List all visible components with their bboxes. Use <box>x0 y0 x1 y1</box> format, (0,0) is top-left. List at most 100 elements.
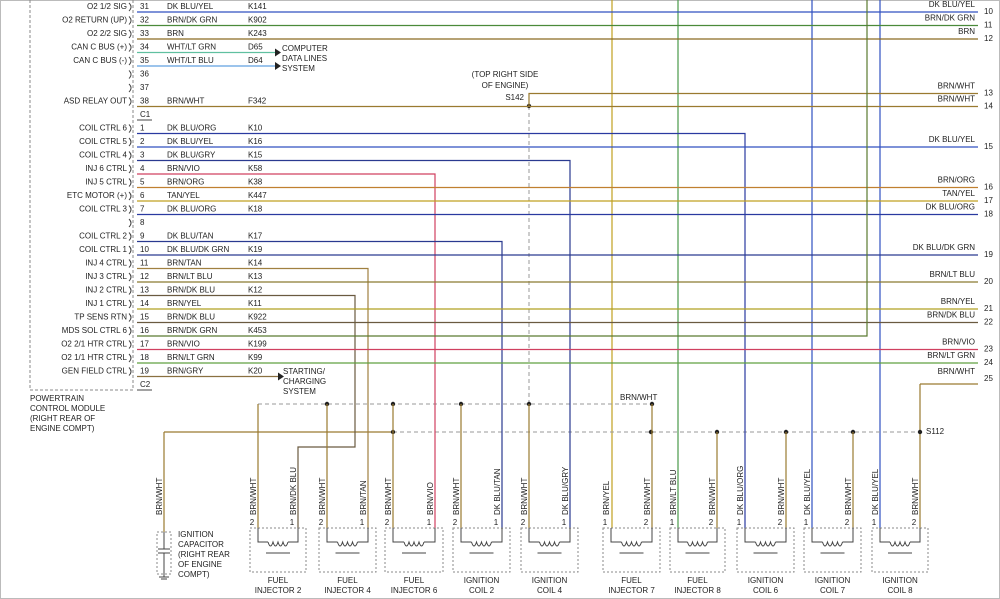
pin-bracket <box>128 245 132 255</box>
wire-color: BRN/YEL <box>167 299 202 308</box>
wire <box>137 173 436 528</box>
connector-ref: 15 <box>984 142 993 151</box>
wire-label: BRN/WHT <box>777 478 786 515</box>
pin-number: 8 <box>140 218 145 227</box>
pin-bracket <box>128 137 132 147</box>
pin-number: 19 <box>140 367 149 376</box>
pin-number: 1 <box>427 518 432 527</box>
pin-function: MDS SOL CTRL 6 <box>62 326 128 335</box>
pin-number: 4 <box>140 164 145 173</box>
wire-label: DK BLU/YEL <box>803 468 812 515</box>
pin-function: COIL CTRL 1 <box>79 245 127 254</box>
connector-label: C1 <box>140 110 151 119</box>
wire-label: DK BLU/YEL <box>929 0 976 9</box>
pin-function: ETC MOTOR (+) <box>67 191 127 200</box>
coil-symbol <box>392 528 436 554</box>
wire-label: BRN/WHT <box>318 478 327 515</box>
circuit-id: K922 <box>248 313 267 322</box>
wire-label: DK BLU/GRY <box>561 466 570 515</box>
connector-ref: 25 <box>984 374 993 383</box>
coil-symbol <box>257 528 299 554</box>
wire-label: BRN/WHT <box>384 478 393 515</box>
wire-label: TAN/YEL <box>942 189 975 198</box>
wire-label: DK BLU/YEL <box>929 135 976 144</box>
wire <box>528 92 978 107</box>
pin-number: 14 <box>140 299 149 308</box>
pin-function: O2 RETURN (UP) <box>62 16 127 25</box>
pin-number: 34 <box>140 43 149 52</box>
component-label: IGNITION <box>532 576 568 585</box>
wire-label: BRN/WHT <box>249 478 258 515</box>
wire-color: BRN/DK GRN <box>167 16 217 25</box>
wire <box>137 294 356 528</box>
pin-number: 1 <box>872 518 877 527</box>
pin-number: 2 <box>644 518 649 527</box>
module-label: ENGINE COMPT) <box>30 424 95 433</box>
pin-bracket <box>128 2 132 12</box>
pin-number: 35 <box>140 56 149 65</box>
pin-bracket <box>128 97 132 106</box>
pin-number: 1 <box>360 518 365 527</box>
pin-number: 2 <box>319 518 324 527</box>
wire-color: DK BLU/DK GRN <box>167 245 229 254</box>
circuit-id: F342 <box>248 97 267 106</box>
connector-ref: 23 <box>984 345 993 354</box>
component-box <box>871 527 929 573</box>
system-label: SYSTEM <box>282 64 315 73</box>
wire-color: BRN/DK BLU <box>167 313 215 322</box>
pin-function: O2 1/2 SIG <box>87 2 127 11</box>
wire-label: BRN/WHT <box>155 478 164 515</box>
wire-color: BRN/LT BLU <box>167 272 213 281</box>
pin-number: 11 <box>140 259 149 268</box>
pin-function: CAN C BUS (+) <box>71 43 127 52</box>
pin-number: 1 <box>603 518 608 527</box>
component-box <box>384 527 444 573</box>
pin-number: 17 <box>140 340 149 349</box>
pin-number: 2 <box>385 518 390 527</box>
pin-function: INJ 5 CTRL <box>85 178 127 187</box>
pin-function: INJ 6 CTRL <box>85 164 127 173</box>
component-box <box>452 527 511 573</box>
pin-number: 38 <box>140 97 149 106</box>
arrow <box>278 372 284 381</box>
coil-symbol <box>811 528 854 554</box>
splice-location: OF ENGINE) <box>482 81 529 90</box>
connector-ref: 16 <box>984 183 993 192</box>
wire-label: BRN/WHT <box>520 478 529 515</box>
component-label: COIL 2 <box>469 586 495 595</box>
pin-bracket <box>128 286 132 295</box>
pin-bracket <box>128 164 132 174</box>
pin-number: 18 <box>140 353 149 362</box>
wire-label: BRN/WHT <box>620 393 657 402</box>
circuit-id: K141 <box>248 2 267 11</box>
pin-number: 36 <box>140 70 149 79</box>
circuit-id: D64 <box>248 56 263 65</box>
coil-symbol <box>326 528 369 554</box>
pin-number: 16 <box>140 326 149 335</box>
wire-label: BRN/WHT <box>938 95 975 104</box>
circuit-id: K14 <box>248 259 263 268</box>
wire-color: BRN/TAN <box>167 259 202 268</box>
splice-name: S112 <box>926 427 945 436</box>
pin-function: INJ 1 CTRL <box>85 299 127 308</box>
pin-bracket <box>128 353 132 363</box>
pin-function: O2 1/1 HTR CTRL <box>61 353 127 362</box>
circuit-id: K18 <box>248 205 263 214</box>
pin-bracket <box>128 232 132 241</box>
wire-label: BRN/LT GRN <box>927 351 975 360</box>
wire-label: DK BLU/ORG <box>926 203 975 212</box>
pin-function: INJ 3 CTRL <box>85 272 127 281</box>
capacitor-label: OF ENGINE <box>178 560 222 569</box>
pin-function: O2 2/2 SIG <box>87 29 127 38</box>
pin-function: INJ 2 CTRL <box>85 286 127 295</box>
wire-label: BRN/TAN <box>359 480 368 515</box>
pin-bracket <box>128 367 132 376</box>
pcm-box <box>29 0 134 391</box>
connector-ref: 20 <box>984 277 993 286</box>
pin-function: COIL CTRL 6 <box>79 124 127 133</box>
circuit-id: K243 <box>248 29 267 38</box>
component-box <box>602 527 661 573</box>
component-label: COIL 7 <box>820 586 846 595</box>
wire-label: BRN/WHT <box>643 478 652 515</box>
circuit-id: K13 <box>248 272 263 281</box>
